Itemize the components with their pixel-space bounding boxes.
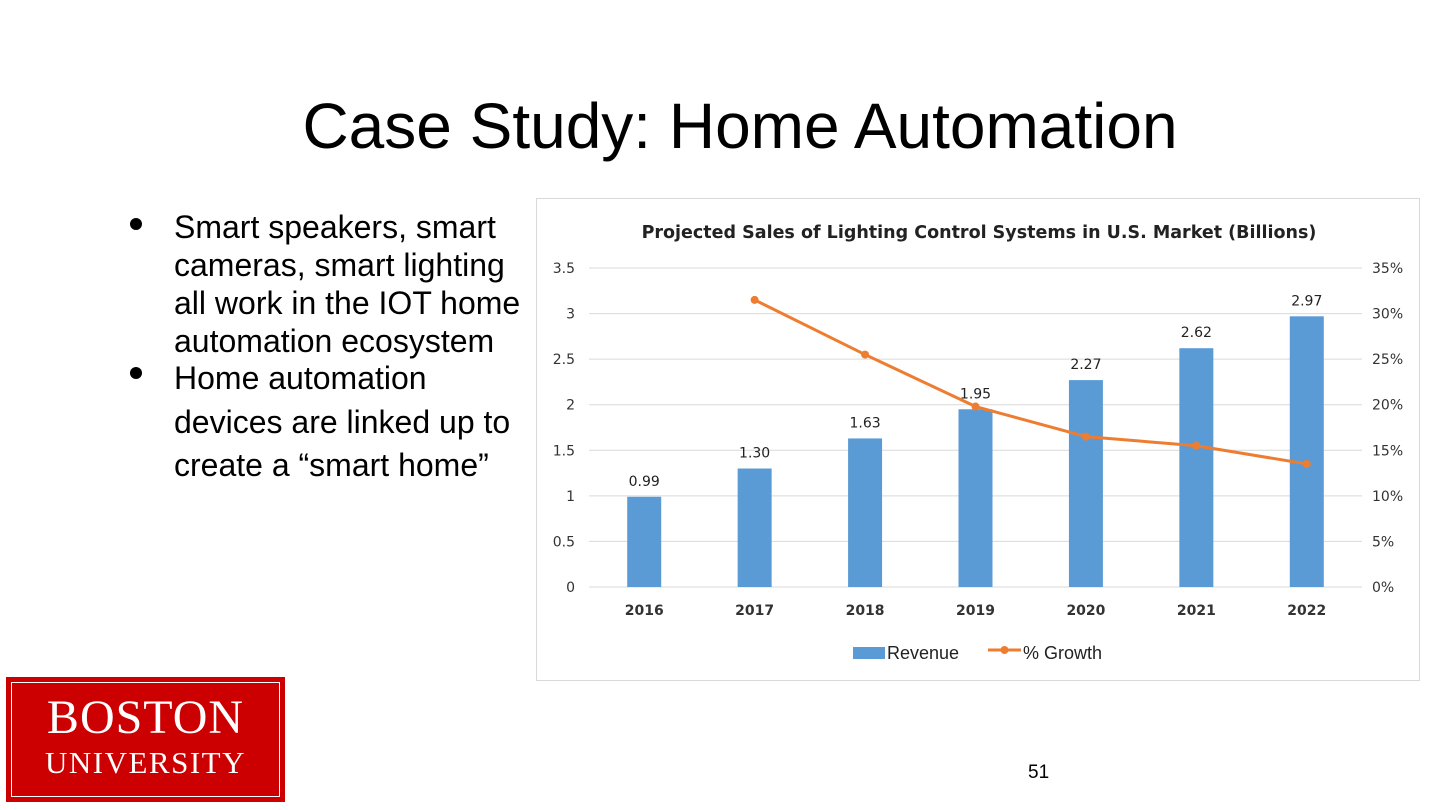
right-axis-tick-label: 0% bbox=[1372, 580, 1394, 596]
right-axis-tick-label: 5% bbox=[1372, 534, 1394, 550]
bullet-item: Home automation devices are linked up to… bbox=[128, 357, 528, 488]
bar-data-label: 2.27 bbox=[1070, 357, 1101, 373]
bullet-text: Smart speakers, smart cameras, smart lig… bbox=[174, 209, 521, 359]
bar-data-label: 2.97 bbox=[1291, 293, 1322, 309]
logo-line-2: UNIVERSITY bbox=[45, 745, 246, 780]
legend: Revenue % Growth bbox=[853, 643, 1102, 663]
bar-revenue bbox=[1289, 316, 1324, 587]
bullet-dot bbox=[130, 218, 142, 230]
bar-revenue bbox=[958, 409, 993, 587]
left-axis-tick-label: 1 bbox=[566, 489, 575, 505]
left-axis-tick-label: 3.5 bbox=[553, 261, 575, 277]
left-axis-tick-label: 3 bbox=[566, 307, 575, 323]
x-axis-tick-label: 2016 bbox=[625, 603, 664, 619]
left-axis-tick-label: 0 bbox=[566, 580, 575, 596]
bar-revenue bbox=[737, 468, 772, 587]
x-axis-tick-label: 2018 bbox=[846, 603, 885, 619]
bullet-dot bbox=[130, 367, 142, 379]
bar-revenue bbox=[1068, 380, 1103, 587]
bar-data-label: 0.99 bbox=[629, 474, 660, 490]
bar-data-label: 1.30 bbox=[739, 446, 770, 462]
bar-data-label: 1.95 bbox=[960, 386, 991, 402]
right-axis-tick-label: 15% bbox=[1372, 443, 1403, 459]
bar-revenue bbox=[1179, 348, 1214, 587]
left-axis-tick-label: 2 bbox=[566, 398, 575, 414]
boston-university-logo: BOSTON UNIVERSITY bbox=[6, 677, 285, 802]
left-axis-tick-label: 1.5 bbox=[553, 443, 575, 459]
bullet-text: Home automation devices are linked up to… bbox=[174, 360, 511, 483]
right-axis-tick-label: 25% bbox=[1372, 352, 1403, 368]
bar-data-labels: 0.99 1.30 1.63 1.95 2.27 2.62 2.97 bbox=[629, 293, 1323, 489]
legend-swatch-revenue bbox=[853, 647, 885, 659]
chart-frame: Projected Sales of Lighting Control Syst… bbox=[536, 198, 1420, 681]
bar-revenue bbox=[627, 496, 662, 587]
right-axis-tick-label: 35% bbox=[1372, 261, 1403, 277]
growth-marker bbox=[1081, 432, 1090, 441]
growth-marker bbox=[1302, 459, 1311, 468]
slide-title: Case Study: Home Automation bbox=[302, 90, 1178, 162]
x-axis-tick-label: 2021 bbox=[1177, 603, 1216, 619]
logo-border bbox=[11, 682, 280, 797]
right-axis-labels: 0% 5% 10% 15% 20% 25% 30% 35% bbox=[1372, 261, 1403, 596]
bars bbox=[627, 316, 1324, 587]
legend-label-growth: % Growth bbox=[1023, 643, 1102, 663]
bullet-item: Smart speakers, smart cameras, smart lig… bbox=[128, 208, 528, 360]
bar-data-label: 2.62 bbox=[1181, 325, 1212, 341]
chart-title: Projected Sales of Lighting Control Syst… bbox=[642, 223, 1317, 243]
growth-marker bbox=[1192, 441, 1201, 450]
x-axis-tick-label: 2019 bbox=[956, 603, 995, 619]
growth-line-group bbox=[750, 295, 1311, 468]
left-axis-tick-label: 0.5 bbox=[553, 534, 575, 550]
bar-revenue bbox=[848, 438, 883, 587]
x-axis-labels: 2016 2017 2018 2019 2020 2021 2022 bbox=[625, 603, 1327, 619]
right-axis-tick-label: 10% bbox=[1372, 489, 1403, 505]
left-axis-labels: 0 0.5 1 1.5 2 2.5 3 3.5 bbox=[553, 261, 575, 596]
growth-marker bbox=[750, 295, 759, 304]
legend-swatch-growth-marker bbox=[1000, 646, 1009, 654]
bar-data-label: 1.63 bbox=[849, 415, 880, 431]
growth-marker bbox=[861, 350, 870, 359]
growth-line bbox=[753, 298, 1308, 466]
legend-label-revenue: Revenue bbox=[887, 643, 959, 663]
left-axis-tick-label: 2.5 bbox=[553, 352, 575, 368]
right-axis-tick-label: 20% bbox=[1372, 398, 1403, 414]
right-axis-tick-label: 30% bbox=[1372, 307, 1403, 323]
x-axis-tick-label: 2017 bbox=[735, 603, 774, 619]
chart-svg: Projected Sales of Lighting Control Syst… bbox=[553, 223, 1403, 663]
logo-line-1: BOSTON bbox=[46, 691, 245, 744]
page-number: 51 bbox=[1028, 762, 1050, 783]
bullet-list: Smart speakers, smart cameras, smart lig… bbox=[128, 208, 528, 488]
x-axis-tick-label: 2020 bbox=[1066, 603, 1105, 619]
growth-marker bbox=[971, 402, 980, 411]
x-axis-tick-label: 2022 bbox=[1287, 603, 1326, 619]
